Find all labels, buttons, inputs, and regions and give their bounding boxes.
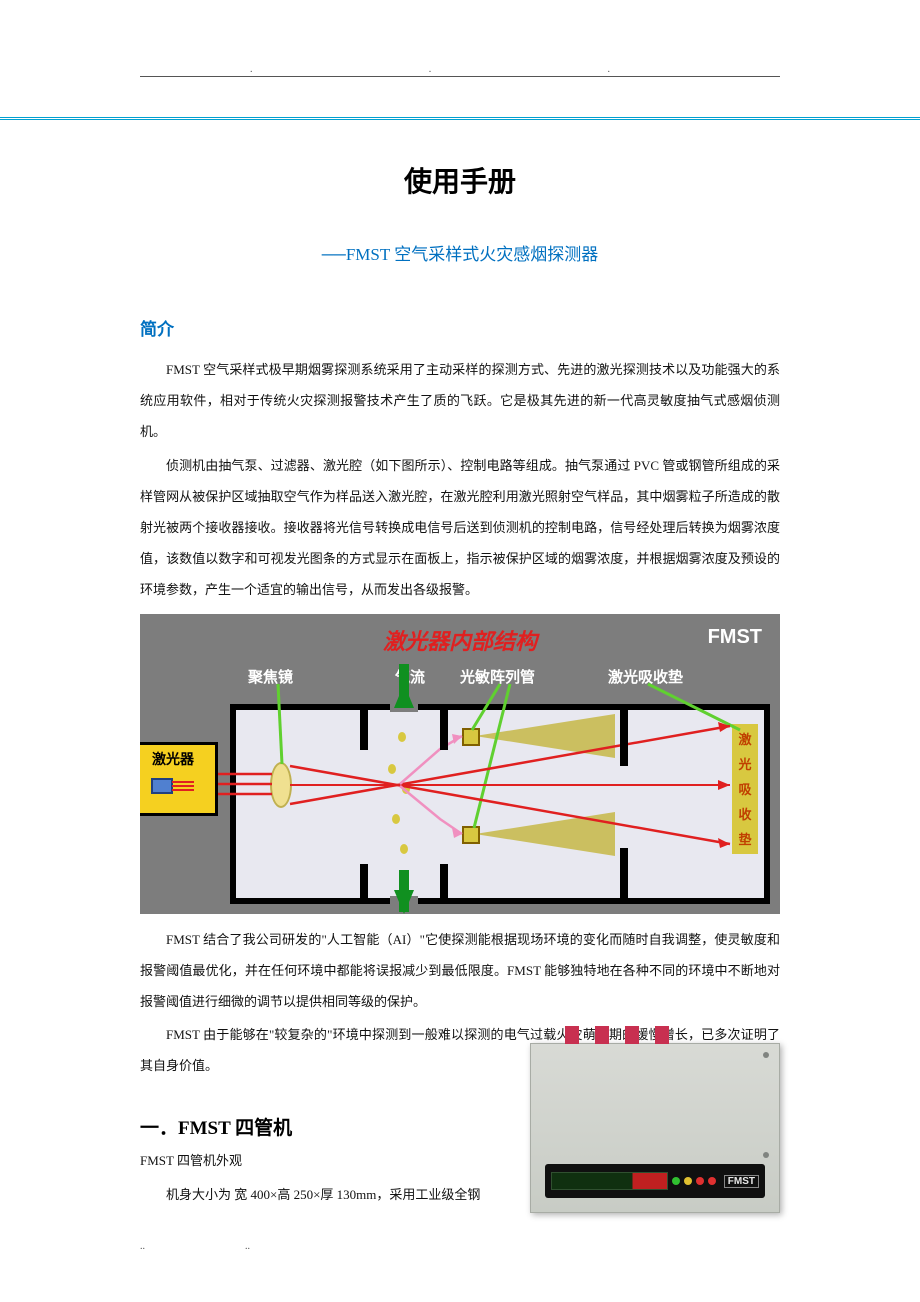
label-airflow: 气流 (395, 666, 425, 687)
device-panel: FMST (545, 1164, 765, 1198)
header-dots: ... (250, 64, 610, 75)
screw (763, 1152, 769, 1158)
photo-detector-bottom (462, 826, 480, 844)
section-1-head: 一．FMST 四管机 (140, 1113, 510, 1140)
emitter-label: 激光器 (152, 749, 194, 769)
air-outlet (390, 896, 418, 910)
label-lens: 聚焦镜 (248, 666, 293, 687)
photo-detector-top (462, 728, 480, 746)
particle (402, 784, 410, 794)
laser-chamber-diagram: 激光器内部结构 FMST 聚焦镜 气流 光敏阵列管 激光吸收垫 激光器 激 光 … (140, 614, 780, 914)
label-photoarray: 光敏阵列管 (460, 666, 535, 687)
emitter-icon (148, 771, 198, 801)
led-yellow (684, 1177, 692, 1185)
laser-emitter: 激光器 (140, 742, 218, 816)
particle (392, 814, 400, 824)
inlet-pipe (625, 1026, 639, 1044)
diagram-brand: FMST (708, 626, 762, 649)
inlet-pipe (595, 1026, 609, 1044)
absorption-pad: 激 光 吸 收 垫 (732, 724, 758, 854)
screw (763, 1052, 769, 1058)
section-1-body: 机身大小为 宽 400×高 250×厚 130mm，采用工业级全钢 (140, 1179, 510, 1210)
photo-cone-bottom (475, 812, 615, 856)
main-title: 使用手册 (140, 160, 780, 200)
section-1-subhead: FMST 四管机外观 (140, 1150, 510, 1169)
label-abs-pad: 激光吸收垫 (608, 666, 683, 687)
led-green (672, 1177, 680, 1185)
panel-brand: FMST (724, 1175, 759, 1188)
led-red (696, 1177, 704, 1185)
bargraph-display (551, 1172, 668, 1190)
particle (398, 732, 406, 742)
paragraph-1: FMST 空气采样式极早期烟雾探测系统采用了主动采样的探测方式、先进的激光探测技… (140, 354, 780, 448)
inlet-pipe (565, 1026, 579, 1044)
page-body: 使用手册 ──FMST 空气采样式火灾感烟探测器 简介 FMST 空气采样式极早… (0, 120, 920, 1272)
subtitle: ──FMST 空气采样式火灾感烟探测器 (140, 240, 780, 265)
paragraph-2: 侦测机由抽气泵、过滤器、激光腔（如下图所示）、控制电路等组成。抽气泵通过 PVC… (140, 450, 780, 606)
particle (388, 764, 396, 774)
inlet-pipe (655, 1026, 669, 1044)
air-inlet (390, 698, 418, 712)
header-rule: ... (0, 0, 920, 120)
focus-lens (270, 762, 292, 808)
led-red (708, 1177, 716, 1185)
section-intro-head: 简介 (140, 315, 780, 340)
paragraph-3: FMST 结合了我公司研发的"人工智能（AI）"它使探测能根据现场环境的变化而随… (140, 924, 780, 1018)
diagram-title: 激光器内部结构 (383, 624, 537, 656)
footer-dots: .. .. (140, 1241, 510, 1252)
photo-cone-top (475, 714, 615, 758)
device-photo: FMST (530, 1043, 780, 1213)
particle (400, 844, 408, 854)
